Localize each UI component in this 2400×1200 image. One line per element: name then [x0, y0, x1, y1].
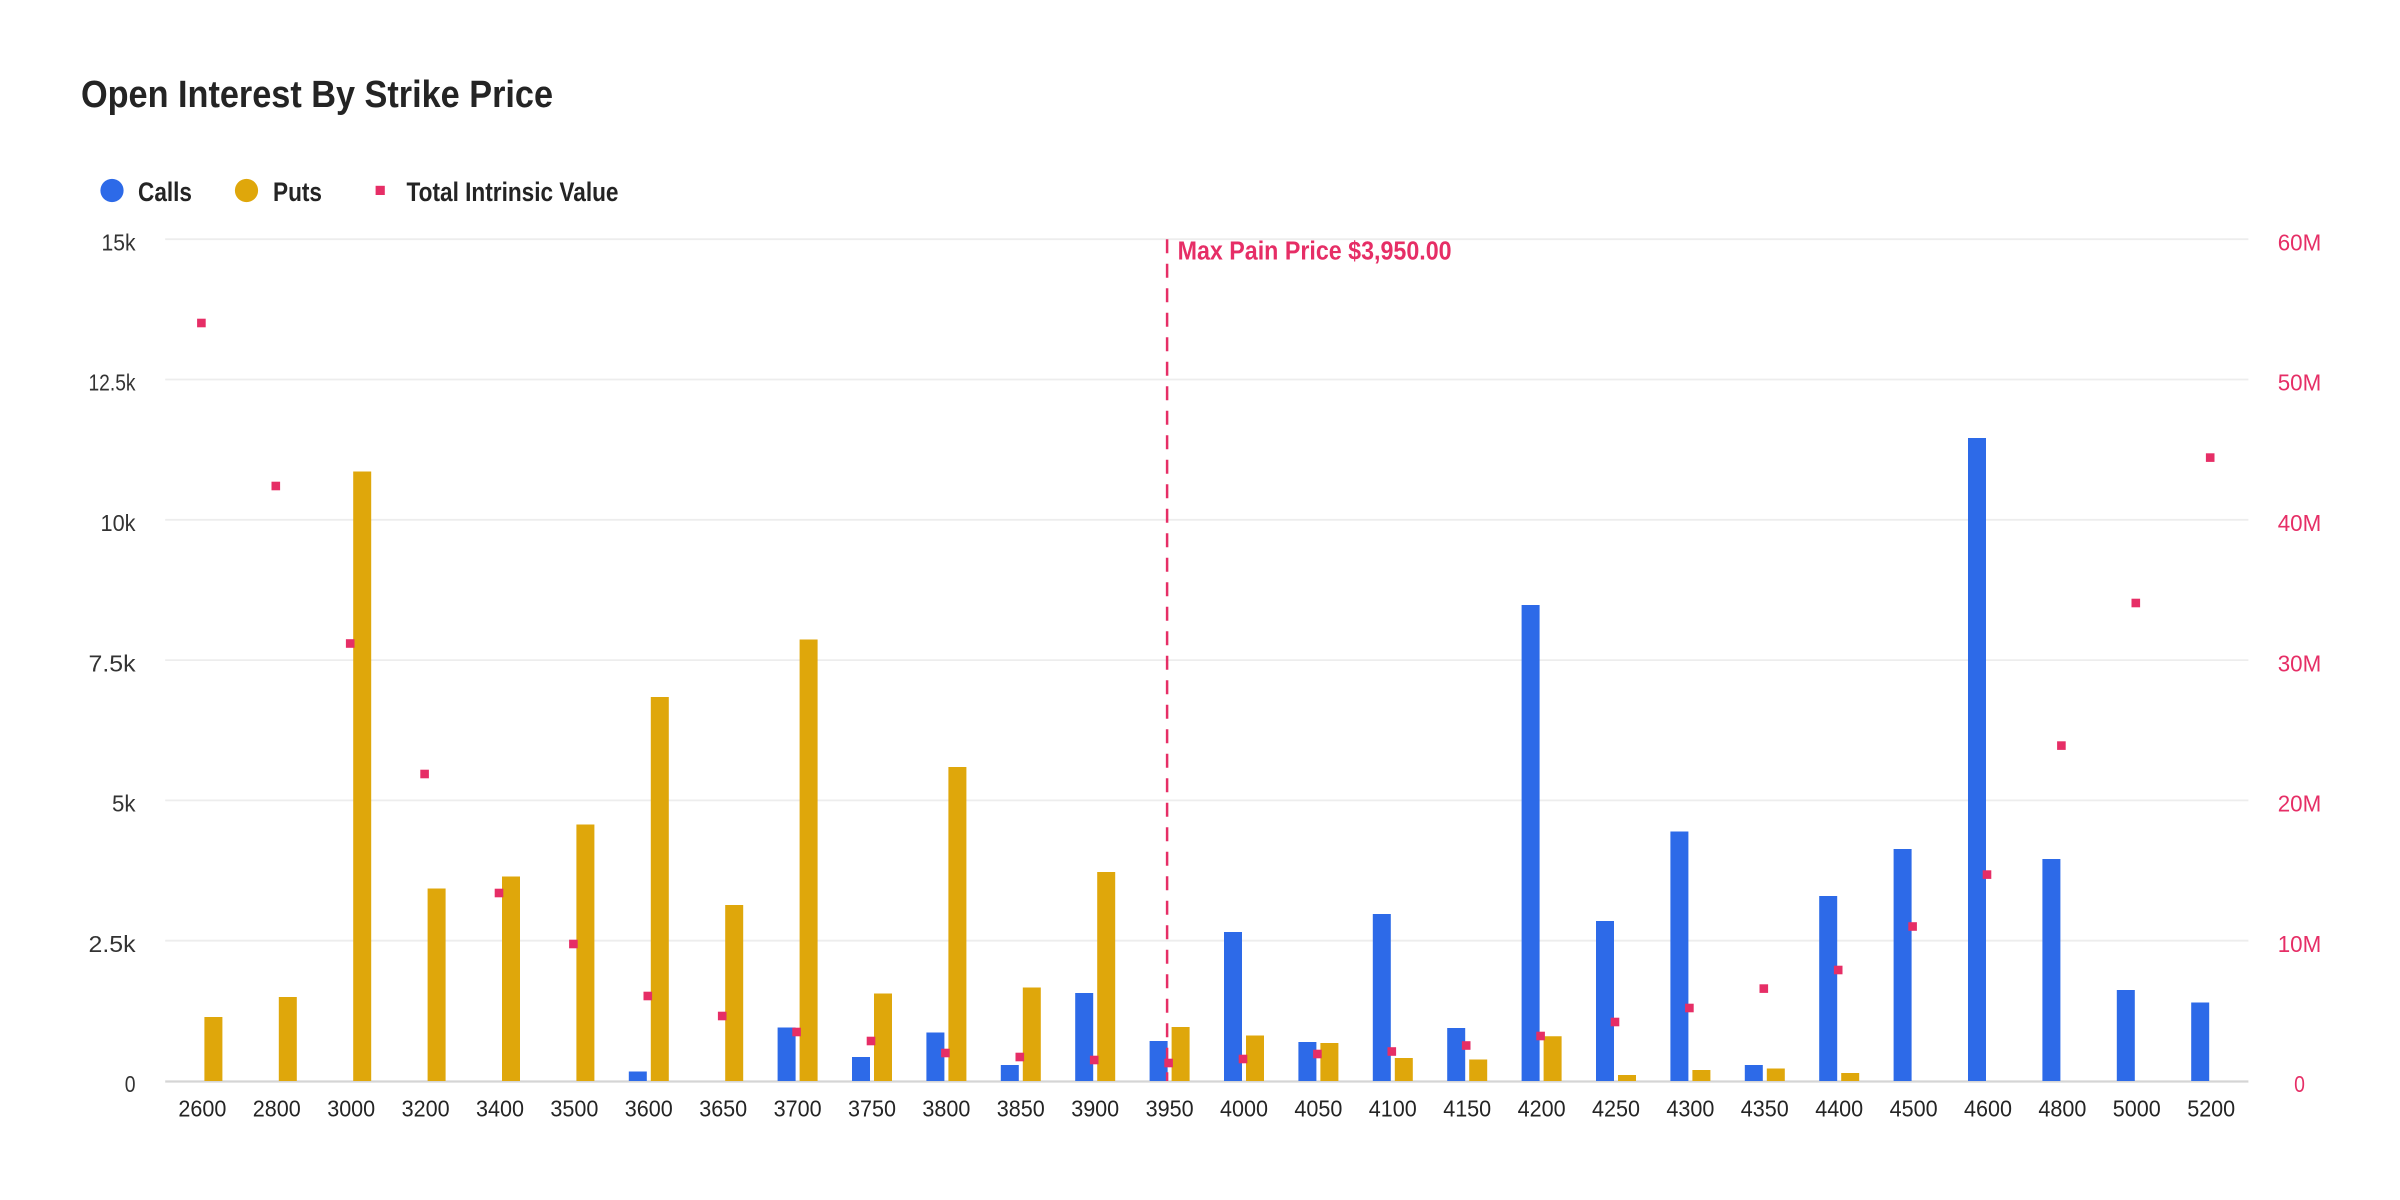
svg-text:40M: 40M [2278, 510, 2322, 536]
svg-text:0: 0 [2294, 1071, 2305, 1097]
svg-text:4200: 4200 [1518, 1096, 1566, 1122]
svg-text:4250: 4250 [1592, 1096, 1640, 1122]
svg-text:2.5k: 2.5k [89, 931, 136, 957]
svg-text:3750: 3750 [848, 1096, 896, 1122]
svg-text:4400: 4400 [1815, 1096, 1863, 1122]
svg-text:4150: 4150 [1443, 1096, 1491, 1122]
svg-text:Calls: Calls [138, 177, 192, 207]
svg-text:2800: 2800 [253, 1096, 301, 1122]
svg-text:12.5k: 12.5k [89, 370, 136, 396]
svg-text:10M: 10M [2278, 931, 2322, 957]
svg-text:20M: 20M [2278, 791, 2322, 817]
svg-text:10k: 10k [101, 510, 136, 536]
svg-text:3850: 3850 [997, 1096, 1045, 1122]
svg-text:Puts: Puts [273, 177, 322, 207]
svg-text:5000: 5000 [2113, 1096, 2161, 1122]
svg-text:3400: 3400 [476, 1096, 524, 1122]
svg-text:2600: 2600 [178, 1096, 226, 1122]
svg-text:4350: 4350 [1741, 1096, 1789, 1122]
svg-text:4600: 4600 [1964, 1096, 2012, 1122]
svg-text:4000: 4000 [1220, 1096, 1268, 1122]
svg-text:3200: 3200 [402, 1096, 450, 1122]
svg-text:3600: 3600 [625, 1096, 673, 1122]
svg-text:Max Pain Price $3,950.00: Max Pain Price $3,950.00 [1178, 238, 1452, 266]
svg-text:0: 0 [125, 1071, 136, 1097]
svg-text:Total Intrinsic Value: Total Intrinsic Value [407, 177, 619, 207]
svg-text:Open Interest By Strike Price: Open Interest By Strike Price [81, 74, 553, 116]
svg-text:4500: 4500 [1890, 1096, 1938, 1122]
svg-text:4800: 4800 [2038, 1096, 2086, 1122]
svg-text:4300: 4300 [1666, 1096, 1714, 1122]
svg-text:30M: 30M [2278, 650, 2322, 676]
svg-text:50M: 50M [2278, 370, 2322, 396]
svg-text:3950: 3950 [1146, 1096, 1194, 1122]
svg-text:4100: 4100 [1369, 1096, 1417, 1122]
svg-text:3800: 3800 [922, 1096, 970, 1122]
svg-text:5200: 5200 [2187, 1096, 2235, 1122]
svg-text:60M: 60M [2278, 229, 2322, 255]
svg-text:5k: 5k [112, 791, 136, 817]
svg-text:3900: 3900 [1071, 1096, 1119, 1122]
svg-text:3000: 3000 [327, 1096, 375, 1122]
svg-text:4050: 4050 [1294, 1096, 1342, 1122]
svg-text:3500: 3500 [550, 1096, 598, 1122]
svg-text:3650: 3650 [699, 1096, 747, 1122]
svg-text:3700: 3700 [774, 1096, 822, 1122]
svg-text:7.5k: 7.5k [89, 650, 136, 676]
svg-text:15k: 15k [102, 229, 136, 255]
